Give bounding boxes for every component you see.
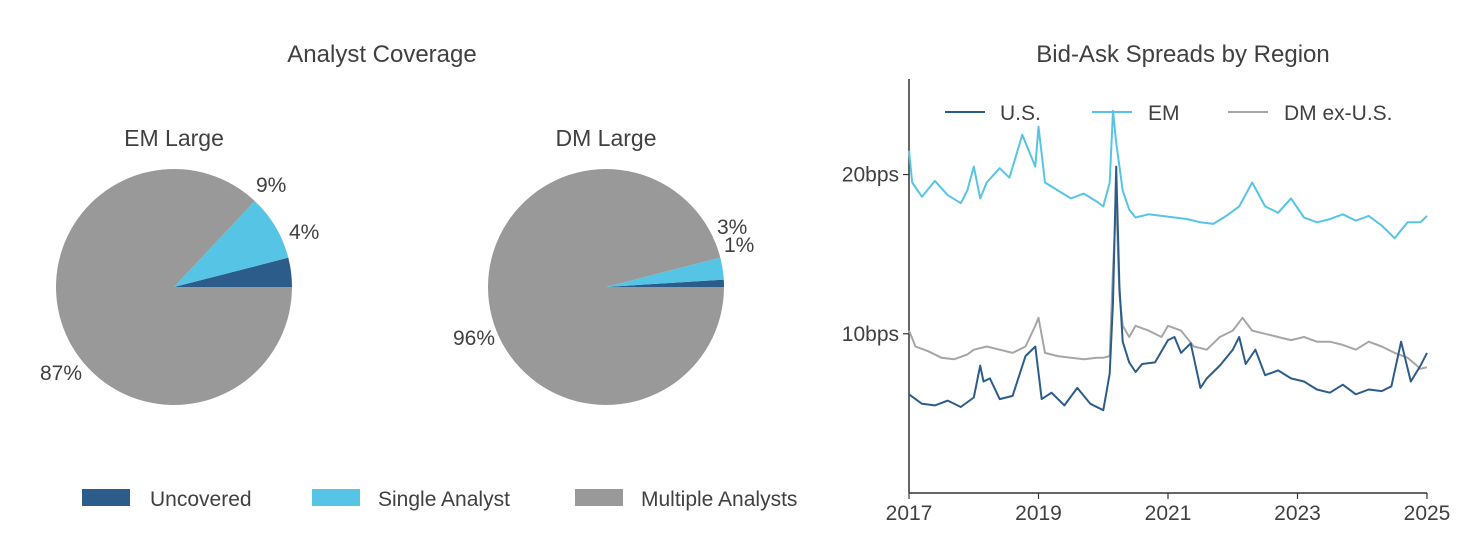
dm-large-pie: DM Large 1%3% 96% [453,125,754,406]
series-line-em [908,109,1428,240]
em-large-label-multiple: 87% [40,362,82,385]
dm-large-slice-single [606,257,724,287]
legend-label-uncovered: Uncovered [150,488,252,511]
dm-large-slice-uncovered [606,279,724,287]
legend-label-multiple: Multiple Analysts [641,488,797,511]
line-chart-axes: 2017 2019 2021 2023 2025 10bps 20bps [842,79,1451,525]
dm-large-slice-multiple [488,169,724,406]
bid-ask-spreads-panel: Bid-Ask Spreads by Region 2017 2019 2021 20… [842,41,1451,525]
y-tick-label: 10bps [842,323,899,346]
x-tick-label: 2019 [1015,502,1062,525]
legend-swatch-multiple [575,489,623,506]
pie-legend: Uncovered Single Analyst Multiple Analys… [82,488,797,511]
em-large-label-single: 9% [256,174,286,197]
x-tick-label: 2023 [1274,502,1321,525]
legend-label-us: U.S. [1000,102,1041,125]
analyst-coverage-title: Analyst Coverage [287,41,476,68]
series-line-us [908,165,1428,412]
em-large-slice-single [174,200,289,287]
y-tick-label: 20bps [842,164,899,187]
line-chart-series [908,109,1428,412]
legend-swatch-uncovered [82,489,130,506]
em-large-pie: EM Large 4% 9% 87% [40,125,319,405]
legend-label-single: Single Analyst [378,488,510,511]
legend-label-dm: DM ex-U.S. [1284,102,1393,125]
dm-large-label-multiple: 96% [453,327,495,350]
dm-large-label-uncovered: 1% [724,234,754,257]
dm-large-title: DM Large [556,125,657,151]
legend-label-em: EM [1148,102,1180,125]
em-large-slice-multiple [56,168,292,405]
series-line-dm [908,197,1428,370]
bid-ask-spreads-title: Bid-Ask Spreads by Region [1036,41,1329,68]
em-large-title: EM Large [124,125,224,151]
x-tick-label: 2025 [1404,502,1451,525]
em-large-label-uncovered: 4% [289,221,319,244]
dm-large-label-single: 3% [717,216,747,239]
analyst-coverage-panel: Analyst Coverage EM Large 4% 9% 87% DM Lar… [40,41,797,511]
x-tick-label: 2021 [1145,502,1192,525]
legend-swatch-single [312,489,360,506]
em-large-slice-uncovered [174,257,292,287]
x-tick-label: 2017 [886,502,933,525]
line-chart-legend: U.S. EM DM ex-U.S. [945,102,1393,125]
